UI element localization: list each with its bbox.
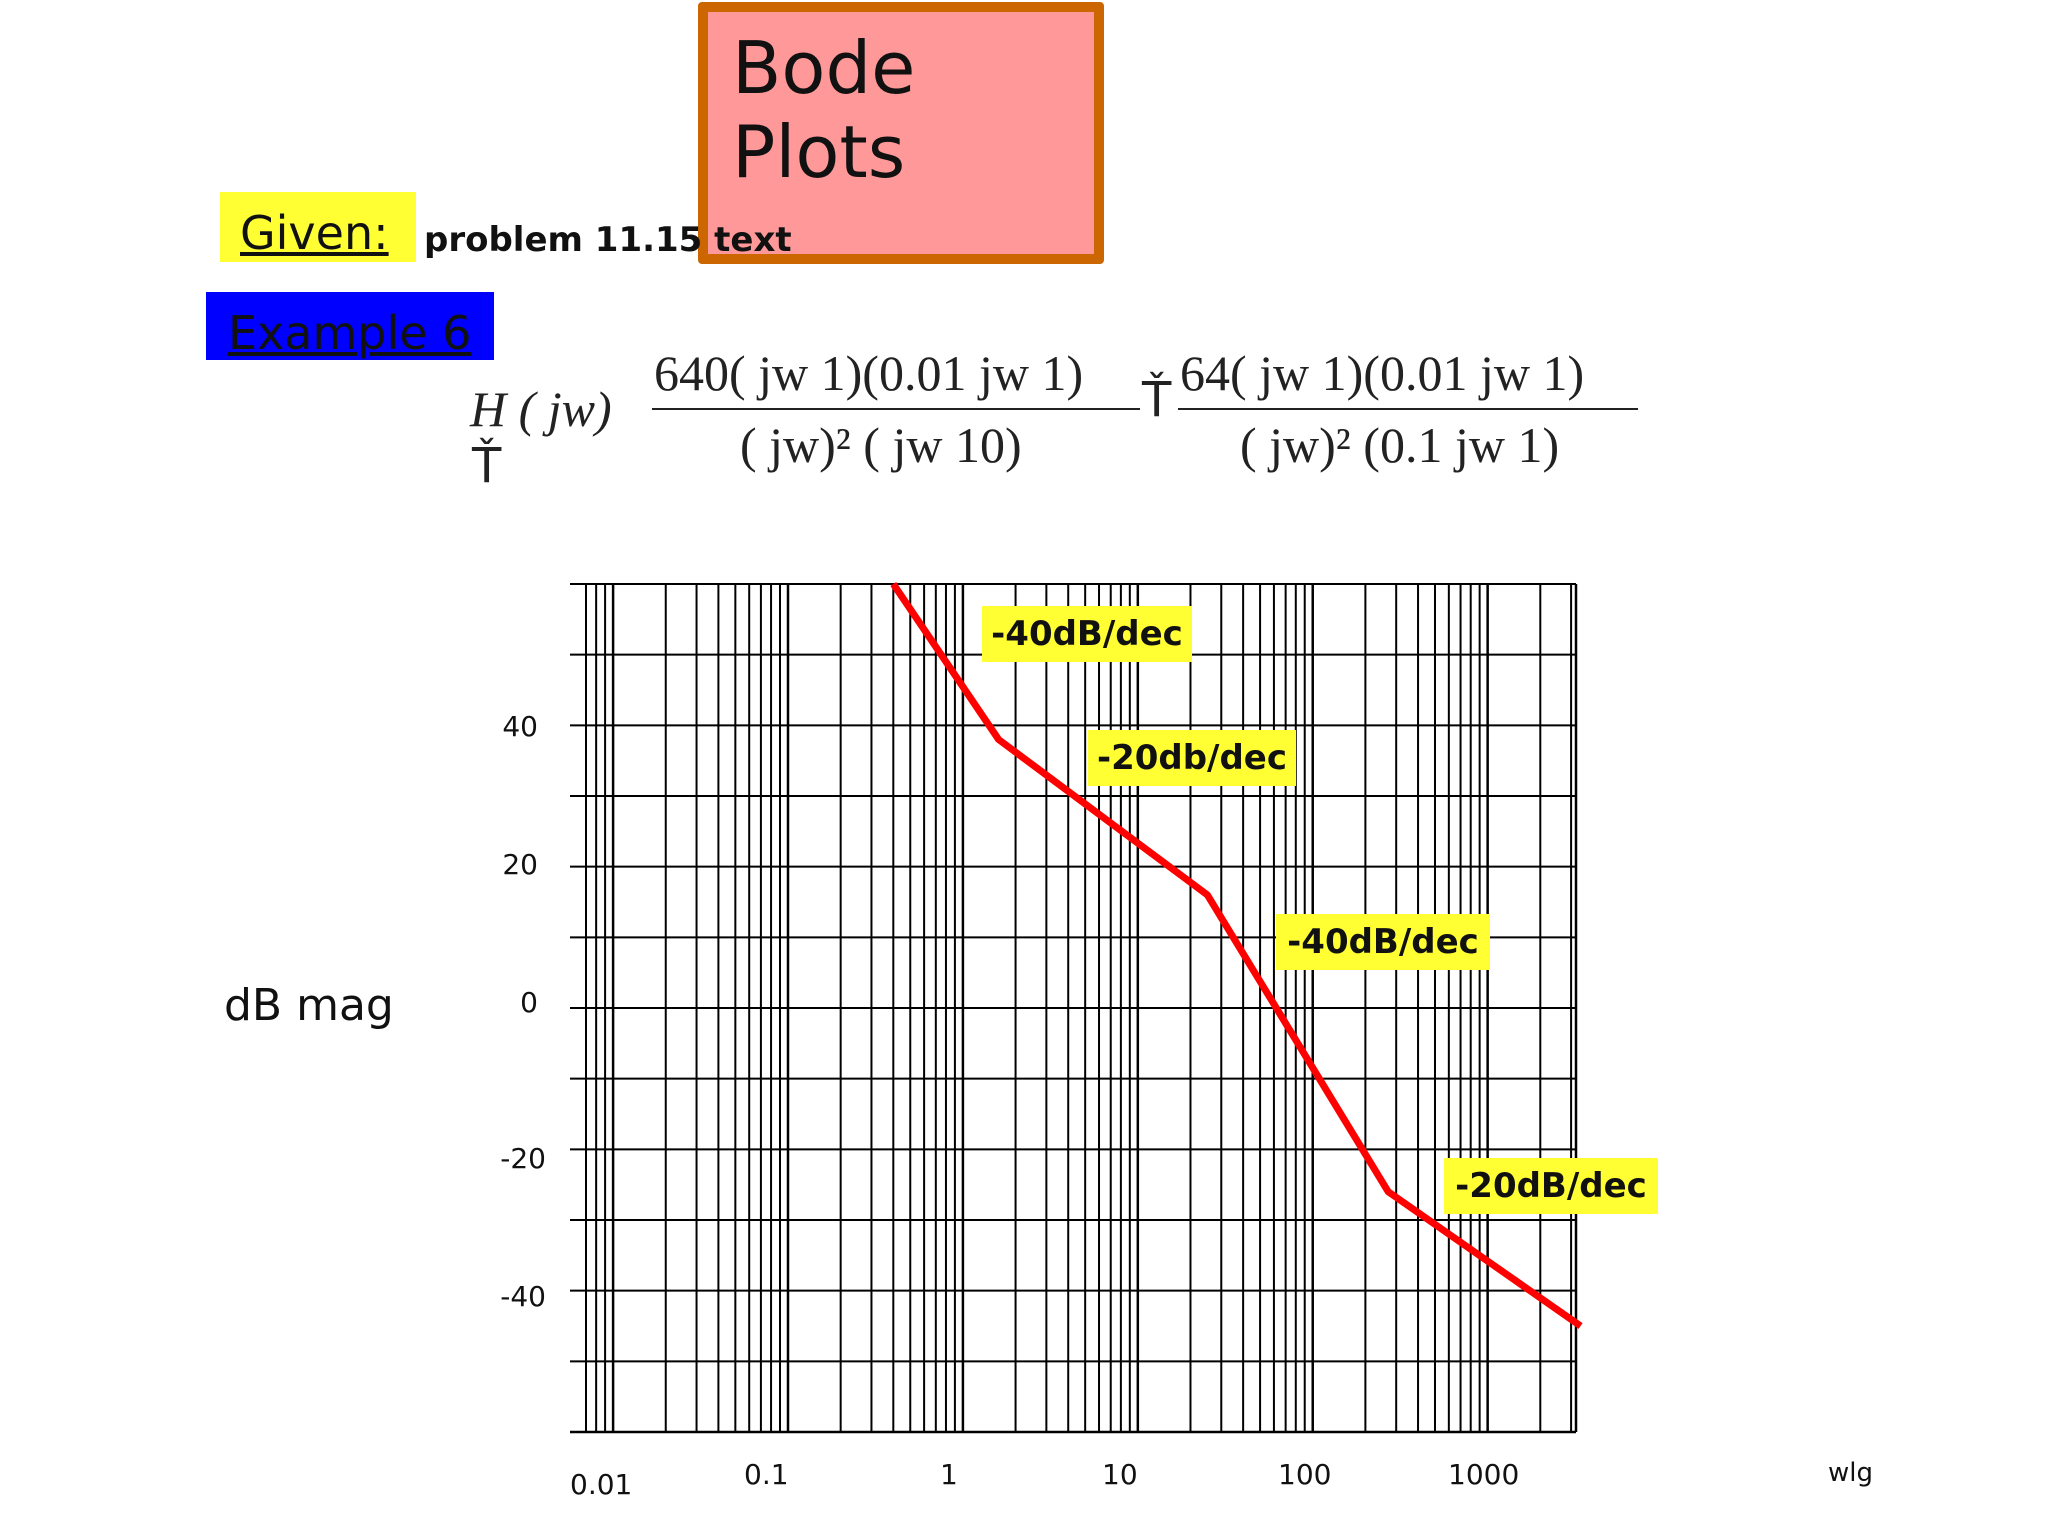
horizontal-gridlines bbox=[570, 583, 1576, 1434]
y-tick-label: 40 bbox=[502, 710, 538, 743]
equation-frac2-numerator: 64( jw 1)(0.01 jw 1) bbox=[1180, 345, 1585, 401]
equation-equals-symbol: Ť bbox=[1142, 372, 1172, 428]
magnitude-series-line bbox=[890, 582, 1583, 1329]
given-highlight bbox=[220, 192, 416, 262]
given-note: problem 11.15 text bbox=[424, 220, 792, 260]
slope-annotation: -40dB/dec bbox=[982, 606, 1192, 662]
slope-annotation: -20dB/dec bbox=[1444, 1158, 1658, 1214]
x-axis-unit-label: wlg bbox=[1828, 1458, 1873, 1488]
y-tick-label: -20 bbox=[500, 1142, 546, 1175]
y-axis-label: dB mag bbox=[224, 980, 394, 1031]
equation-frac1-numerator: 640( jw 1)(0.01 jw 1) bbox=[654, 345, 1084, 401]
y-tick-label: -40 bbox=[500, 1280, 546, 1313]
equation-frac2-bar bbox=[1178, 408, 1638, 410]
example-label: Example 6 bbox=[228, 306, 472, 360]
y-tick-label: 20 bbox=[502, 848, 538, 881]
x-tick-label: 0.1 bbox=[744, 1458, 789, 1491]
x-tick-label: 1000 bbox=[1448, 1458, 1520, 1491]
series-lines bbox=[890, 582, 1583, 1329]
equation-lhs: H ( jw) bbox=[470, 381, 612, 437]
equation-frac1-bar bbox=[652, 408, 1140, 410]
example-highlight bbox=[206, 292, 494, 360]
slide-title: Bode Plots bbox=[732, 26, 916, 194]
slope-annotation: -20db/dec bbox=[1088, 730, 1296, 786]
y-tick-label: 0 bbox=[520, 986, 538, 1019]
x-tick-label: 10 bbox=[1102, 1458, 1138, 1491]
equation-lhs-symbol: Ť bbox=[472, 438, 502, 494]
x-tick-label: 0.01 bbox=[570, 1468, 633, 1501]
given-label: Given: bbox=[240, 206, 389, 260]
x-tick-label: 1 bbox=[940, 1458, 958, 1491]
title-box: Bode Plots bbox=[698, 2, 1104, 264]
equation-frac2-denominator: ( jw)² (0.1 jw 1) bbox=[1240, 417, 1560, 473]
x-tick-label: 100 bbox=[1278, 1458, 1332, 1491]
equation-frac1-denominator: ( jw)² ( jw 10) bbox=[740, 417, 1022, 473]
slope-annotation: -40dB/dec bbox=[1276, 914, 1490, 970]
